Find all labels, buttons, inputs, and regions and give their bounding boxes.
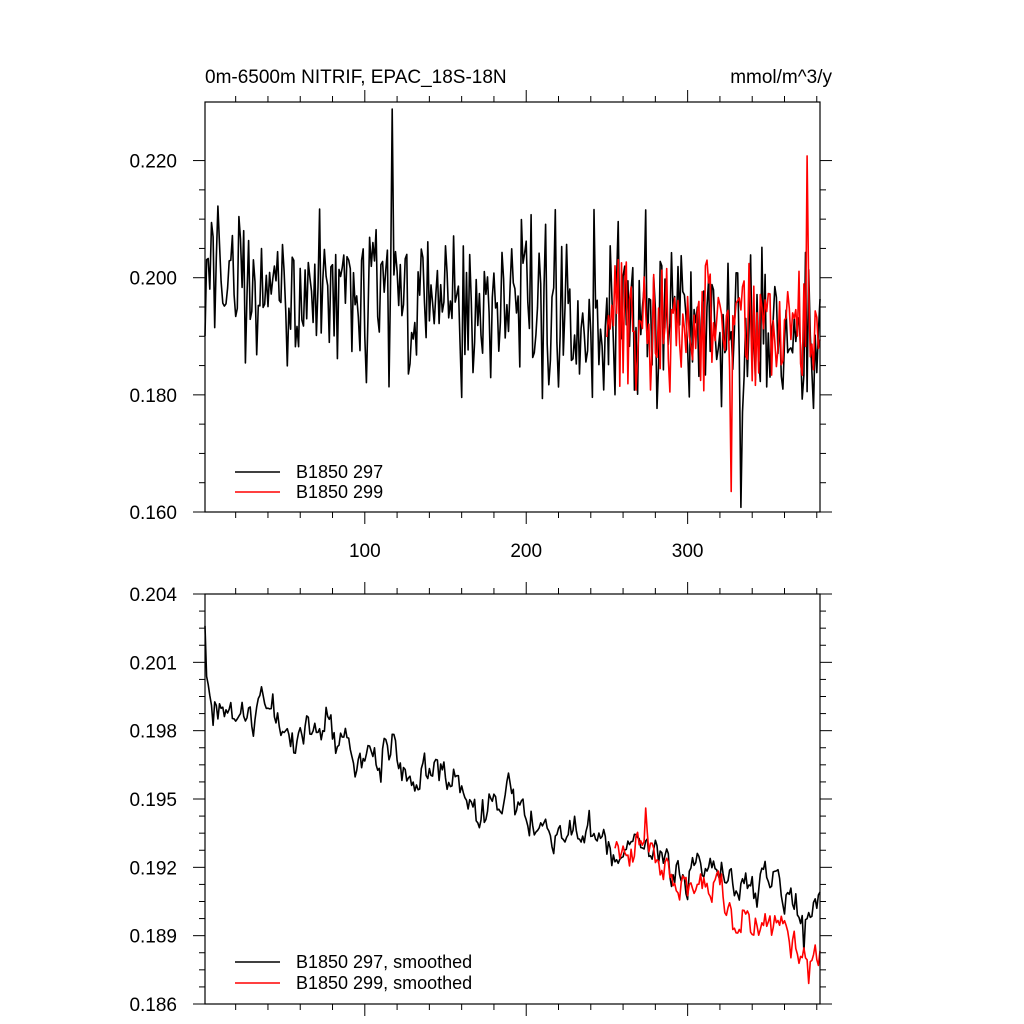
y-tick-label: 0.189	[129, 927, 177, 948]
x-tick-label: 300	[672, 541, 704, 562]
y-tick-label: 0.220	[129, 152, 177, 173]
plot-frame-bottom	[204, 593, 821, 1005]
plot-title-left: 0m-6500m NITRIF, EPAC_18S-18N	[205, 67, 507, 88]
y-tick-label: 0.186	[129, 995, 177, 1016]
nitrif-raw-plot: 0m-6500m NITRIF, EPAC_18S-18N mmol/m^3/y…	[129, 67, 832, 562]
series-line-b1850-299-smoothed	[614, 807, 821, 985]
x-tick-label: 200	[510, 541, 542, 562]
legend-label: B1850 297	[296, 462, 383, 482]
nitrif-smoothed-plot: 0.186 0.189 0.192 0.195 0.198 0.201 0.204 B1850…	[129, 582, 832, 1016]
legend-label: B1850 297, smoothed	[296, 952, 472, 972]
y-tick-label: 0.192	[129, 858, 177, 879]
x-tick-label: 100	[349, 541, 381, 562]
y-tick-label: 0.201	[129, 653, 177, 674]
y-tick-label: 0.195	[129, 790, 177, 811]
series-line-b1850-297	[204, 108, 821, 509]
y-tick-label: 0.180	[129, 386, 177, 407]
y-tick-label: 0.204	[129, 585, 177, 606]
plot-units: mmol/m^3/y	[730, 67, 832, 88]
y-tick-label: 0.200	[129, 269, 177, 290]
series-line-b1850-297-smoothed	[204, 625, 821, 953]
series-line-b1850-299	[606, 155, 821, 493]
legend-label: B1850 299	[296, 482, 383, 502]
y-tick-label: 0.160	[129, 503, 177, 524]
legend-label: B1850 299, smoothed	[296, 973, 472, 993]
y-tick-label: 0.198	[129, 722, 177, 743]
